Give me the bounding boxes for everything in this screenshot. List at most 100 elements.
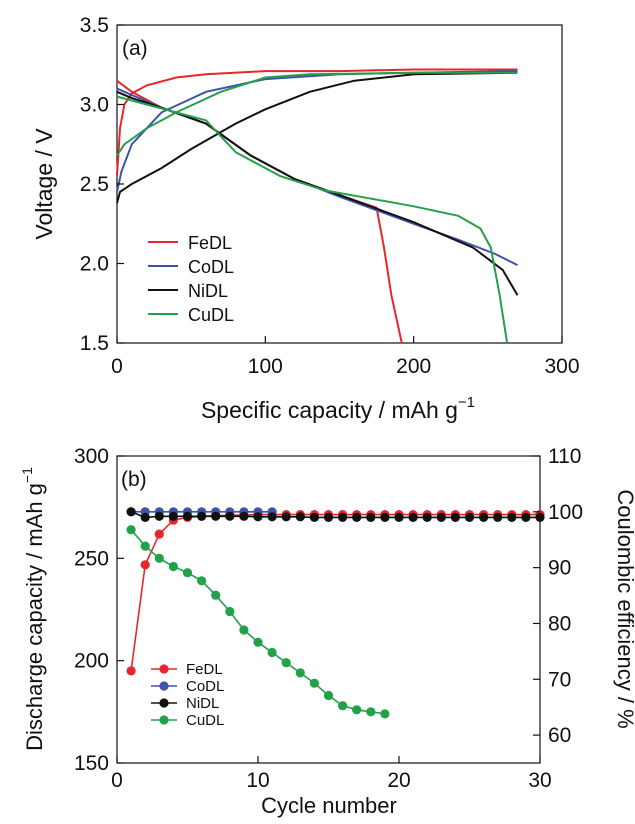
point-cudl — [168, 561, 178, 572]
point-nidl — [323, 512, 334, 523]
point-nidl — [521, 512, 531, 523]
point-cudl — [281, 658, 291, 668]
y-tick-label-a: 1.5 — [80, 332, 109, 355]
legend-a: FeDL CoDL NiDL CuDL — [148, 233, 234, 325]
panel-a: 0 100 200 300 1.5 2.0 2.5 3.0 3.5 (a) FeDL CoDL Ni… — [31, 14, 580, 423]
point-nidl — [507, 512, 517, 523]
panel-label-a: (a) — [122, 37, 148, 60]
point-cudl — [253, 637, 263, 647]
point-cudl — [267, 647, 277, 658]
point-nidl — [295, 512, 305, 522]
legend-label-fedl: FeDL — [188, 233, 232, 253]
point-nidl — [182, 511, 193, 521]
x-axis-label-a: Specific capacity / mAh g−1 — [201, 394, 475, 423]
y-tick-label-b: 200 — [74, 650, 109, 673]
point-cudl — [239, 625, 249, 635]
y-tick-label-a: 3.0 — [80, 94, 109, 117]
y2-tick-label-b: 70 — [548, 668, 571, 691]
legend-label-nidl: NiDL — [186, 695, 219, 712]
y-tick-label-a: 2.0 — [80, 253, 109, 276]
y-axis-label-b-sup: −1 — [19, 467, 35, 483]
y2-tick-label-b: 80 — [548, 612, 571, 635]
point-nidl — [140, 512, 150, 523]
x-axis-label-b: Cycle number — [261, 793, 397, 818]
point-cudl — [295, 668, 305, 678]
point-nidl — [366, 512, 376, 523]
x-tick-label-b: 0 — [111, 769, 123, 792]
x-tick-label-a: 200 — [396, 355, 431, 378]
y2-tick-label-b: 100 — [548, 501, 583, 524]
x-tick-label-b: 30 — [528, 769, 551, 792]
point-nidl — [309, 512, 319, 523]
curve-codl-discharge — [116, 87, 518, 266]
y-axis-label-b-main: Discharge capacity / mAh g — [22, 483, 47, 751]
point-nidl — [408, 512, 418, 523]
point-cudl — [380, 709, 390, 719]
curve-fedl-discharge — [116, 79, 403, 344]
point-nidl — [281, 512, 291, 522]
y-tick-label-a: 3.5 — [80, 14, 109, 37]
point-nidl — [197, 511, 207, 521]
point-nidl — [239, 511, 249, 521]
point-fedl — [154, 529, 164, 539]
x-axis-label-a-sup: −1 — [458, 394, 475, 411]
legend-marker-codl — [159, 681, 169, 691]
point-cudl — [225, 606, 235, 617]
x-tick-label-b: 10 — [246, 769, 269, 792]
legend-marker-fedl — [159, 664, 169, 674]
point-nidl — [267, 512, 277, 522]
point-cudl — [126, 525, 136, 535]
point-nidl — [352, 512, 362, 523]
point-nidl — [464, 512, 475, 523]
point-nidl — [168, 511, 178, 521]
point-cudl — [338, 701, 348, 711]
curve-cudl-charge — [116, 71, 518, 156]
point-cudl — [366, 707, 376, 717]
ticks-a: 0 100 200 300 1.5 2.0 2.5 3.0 3.5 — [80, 14, 580, 378]
point-nidl — [211, 511, 221, 521]
plot-frame-b — [116, 455, 541, 764]
y2-tick-label-b: 60 — [548, 724, 571, 747]
point-nidl — [225, 511, 235, 521]
y-tick-label-b: 300 — [74, 445, 109, 468]
legend-marker-nidl — [159, 698, 169, 708]
point-cudl — [211, 590, 221, 600]
point-nidl — [154, 511, 164, 521]
y2-tick-label-b: 110 — [548, 445, 581, 468]
x-axis-label-a-main: Specific capacity / mAh g — [201, 397, 458, 423]
series-b — [126, 507, 545, 719]
point-nidl — [436, 512, 446, 523]
x-tick-label-a: 0 — [111, 355, 123, 378]
point-cudl — [197, 576, 207, 586]
panel-label-b: (b) — [121, 468, 147, 491]
point-nidl — [450, 512, 460, 523]
x-tick-label-b: 20 — [387, 769, 410, 792]
point-cudl — [323, 690, 334, 701]
curves-a — [116, 68, 519, 344]
point-cudl — [182, 568, 193, 578]
point-nidl — [493, 512, 503, 523]
x-tick-label-a: 100 — [248, 355, 283, 378]
point-cudl — [154, 553, 164, 563]
y-axis-label-a: Voltage / V — [31, 128, 57, 240]
curve-nidl-discharge — [116, 90, 519, 296]
point-nidl — [253, 512, 263, 522]
curve-nidl-charge — [116, 71, 518, 204]
line-fedl — [130, 513, 540, 672]
point-nidl — [479, 512, 489, 523]
point-nidl — [126, 507, 136, 517]
legend-marker-cudl — [159, 715, 169, 725]
point-cudl — [309, 678, 319, 688]
point-nidl — [535, 512, 545, 523]
curve-cudl-discharge — [116, 95, 509, 344]
point-nidl — [394, 512, 404, 523]
point-fedl — [126, 666, 136, 676]
panel-b: 0 10 20 30 150 200 250 300 60 70 80 90 100 110 (b) Fe… — [19, 445, 635, 818]
y-tick-label-b: 150 — [74, 752, 109, 775]
ticks-b: 0 10 20 30 150 200 250 300 60 70 80 90 100 110 — [74, 445, 583, 792]
y-tick-label-a: 2.5 — [80, 173, 109, 196]
legend-label-cudl: CuDL — [186, 712, 224, 729]
y2-axis-label-b: Coulombic efficiency / % — [613, 489, 635, 728]
